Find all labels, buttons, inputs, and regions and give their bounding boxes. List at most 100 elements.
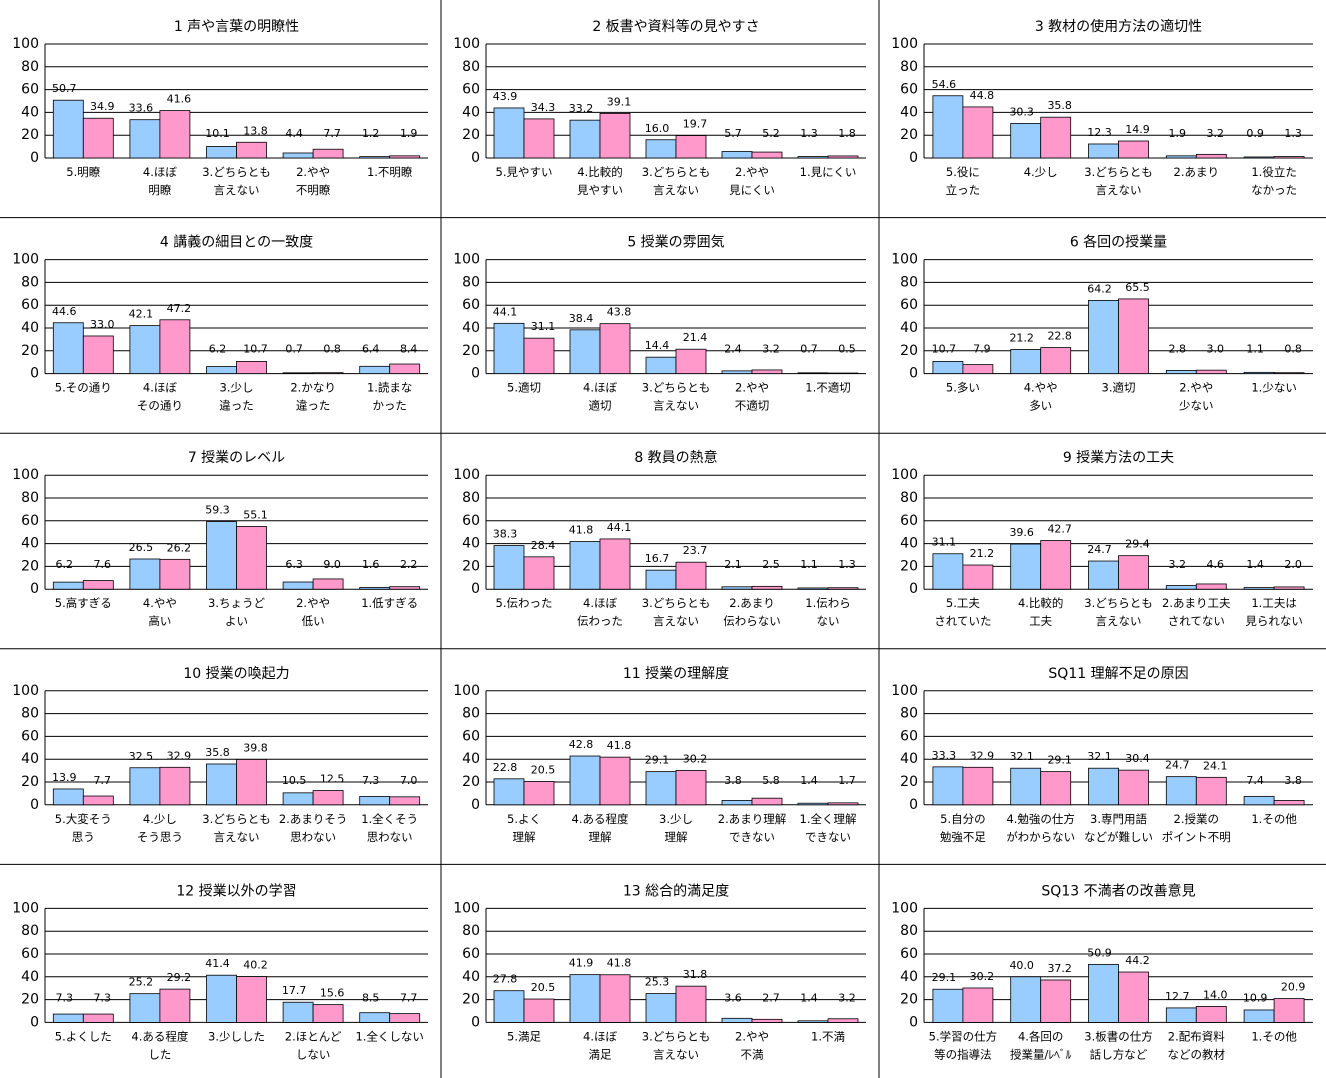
x-tick-label: 3.少しした	[208, 1029, 265, 1043]
y-tick-label: 0	[30, 581, 39, 597]
x-tick-line: 3.専門用語	[1090, 811, 1147, 825]
value-label: 22.8	[493, 761, 518, 774]
value-label: 14.9	[1125, 123, 1150, 136]
bar	[389, 586, 421, 590]
value-label: 1.7	[838, 774, 856, 787]
bar	[1088, 767, 1119, 806]
bar	[797, 1020, 829, 1023]
y-tick-label: 40	[900, 320, 918, 336]
bar	[312, 790, 344, 806]
x-tick-line: 1.低すぎる	[361, 596, 418, 610]
chart-title: SQ13 不満者の改善意見	[1041, 882, 1195, 899]
x-tick-label: 1.伝わらない	[805, 596, 850, 628]
x-tick-line: 工夫	[1029, 614, 1052, 628]
value-label: 43.9	[493, 90, 518, 103]
value-label: 30.2	[970, 970, 995, 983]
value-label: 3.8	[724, 774, 742, 787]
value-label: 55.1	[243, 508, 268, 521]
x-tick-label: 1.不明瞭	[367, 165, 413, 179]
y-tick-label: 40	[462, 751, 480, 767]
bar	[797, 802, 829, 806]
bar	[751, 797, 783, 806]
x-tick-line: 2.あまり理解	[718, 811, 787, 825]
x-tick-label: 5.満足	[507, 1029, 541, 1043]
bar	[932, 95, 964, 159]
value-label: 16.7	[645, 552, 670, 565]
y-tick-label: 60	[900, 728, 918, 744]
bar	[523, 118, 555, 159]
value-label: 3.2	[762, 343, 780, 356]
x-tick-label: 1.全くしない	[355, 1029, 423, 1043]
chart-title: 9 授業方法の工夫	[1063, 450, 1174, 466]
bar	[52, 788, 84, 806]
bar	[569, 119, 601, 159]
bar	[1118, 769, 1149, 806]
bar	[675, 985, 707, 1023]
value-label: 47.2	[167, 302, 192, 315]
value-label: 41.9	[569, 957, 594, 970]
x-tick-label: 2.ほとんどしない	[285, 1029, 342, 1061]
x-tick-label: 4.やや高い	[143, 596, 177, 628]
value-label: 54.6	[932, 78, 957, 91]
x-tick-line: 2.やや	[735, 165, 769, 179]
x-tick-label: 1.工夫は見られない	[1245, 596, 1303, 628]
x-tick-line: 1.全く理解	[800, 811, 857, 825]
value-label: 39.8	[243, 741, 268, 754]
x-tick-line: 1.少ない	[1251, 380, 1296, 394]
y-tick-label: 60	[462, 946, 480, 962]
x-tick-line: 3.どちらとも	[1084, 165, 1152, 179]
y-tick-label: 100	[453, 36, 480, 52]
x-tick-label: 5.高すぎる	[55, 596, 112, 610]
bar	[359, 796, 391, 806]
x-tick-line: 5.工夫	[946, 596, 980, 610]
bar	[569, 755, 601, 806]
value-label: 1.4	[800, 774, 818, 787]
y-tick-label: 0	[909, 1014, 918, 1030]
value-label: 5.7	[724, 127, 742, 140]
bar	[962, 987, 994, 1023]
bar	[206, 763, 237, 806]
value-label: 33.3	[932, 749, 957, 762]
x-tick-label: 1.不満	[811, 1029, 845, 1043]
y-tick-label: 80	[900, 59, 918, 75]
bar	[1243, 371, 1275, 375]
y-tick-label: 60	[900, 513, 918, 529]
bar	[129, 119, 161, 159]
bar	[159, 558, 191, 590]
bar	[1088, 560, 1119, 590]
y-tick-label: 100	[12, 252, 39, 268]
x-tick-label: 2.あまり理解できない	[718, 811, 787, 843]
x-tick-line: などの教材	[1168, 1047, 1226, 1061]
y-tick-label: 20	[900, 558, 918, 574]
bar	[1040, 347, 1072, 375]
bar	[1040, 771, 1072, 806]
y-tick-label: 80	[462, 274, 480, 290]
x-tick-line: 5.高すぎる	[55, 596, 112, 610]
value-label: 31.8	[683, 968, 708, 981]
x-tick-line: 4.少し	[143, 811, 177, 825]
x-tick-label: 1.少ない	[1251, 380, 1296, 394]
value-label: 44.2	[1125, 954, 1150, 967]
bar	[493, 990, 525, 1023]
x-tick-label: 4.ほぼ明瞭	[143, 165, 177, 197]
value-label: 21.2	[970, 547, 995, 560]
value-label: 24.7	[1087, 543, 1112, 556]
bar	[962, 564, 994, 590]
value-label: 7.6	[94, 558, 112, 571]
value-label: 23.7	[683, 544, 708, 557]
x-tick-line: 5.大変そう	[55, 811, 112, 825]
bar	[1010, 543, 1042, 590]
x-tick-label: 2.やや不明瞭	[296, 165, 331, 197]
x-tick-label: 3.どちらとも言えない	[642, 380, 710, 412]
y-tick-label: 0	[30, 150, 39, 166]
value-label: 37.2	[1047, 962, 1072, 975]
x-tick-line: 1.その他	[1251, 1029, 1297, 1043]
bar	[1010, 123, 1042, 159]
x-tick-label: 3.どちらとも言えない	[202, 811, 270, 843]
value-label: 29.1	[932, 971, 957, 984]
x-tick-label: 2.やや不満	[735, 1029, 769, 1061]
bar	[827, 802, 859, 806]
x-tick-label: 3.どちらとも言えない	[642, 1029, 710, 1061]
x-tick-line: 5.よくした	[55, 1029, 112, 1043]
y-tick-label: 100	[453, 683, 480, 699]
